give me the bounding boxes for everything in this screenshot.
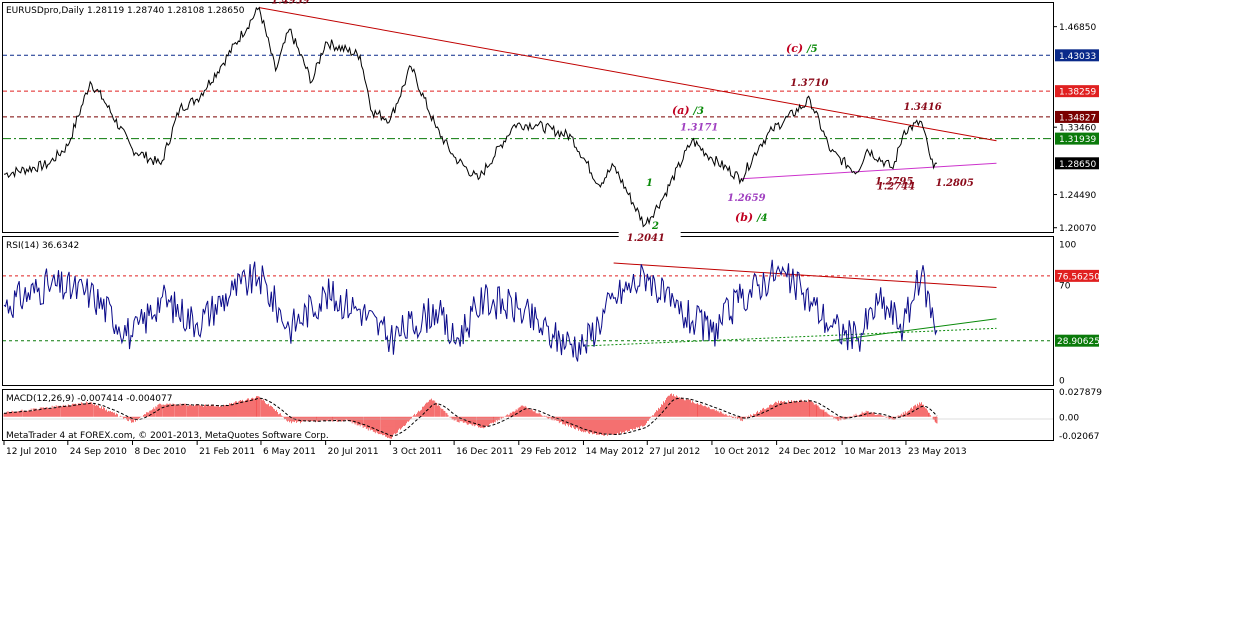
- rsi-trendline: [613, 262, 997, 289]
- time-label: 12 Jul 2010: [6, 447, 57, 457]
- wave-labels: 1 2 (a) /3 (b) /4 (c) /5: [646, 42, 818, 232]
- price-annotation: 1.2744: [877, 181, 915, 192]
- watermark-text: MetaTrader 4 at FOREX.com, © 2001-2013, …: [6, 431, 329, 441]
- rsi-level-box: [1055, 269, 1099, 282]
- rsi-panel-title: RSI(14) 36.6342: [6, 241, 79, 251]
- price-mark-label: 1.28650: [1059, 160, 1096, 170]
- price-tick-label: 1.24490: [1059, 191, 1096, 201]
- price-annotation: 1.2659: [727, 193, 765, 204]
- price-mark-box: [1055, 132, 1099, 145]
- rsi-trendline: [830, 318, 997, 342]
- price-mark-box: [1055, 85, 1099, 98]
- rsi-tick-label: 70: [1059, 281, 1071, 291]
- wave-label: (a) /3: [672, 104, 704, 117]
- price-annotation: 1.3710: [790, 78, 828, 89]
- price-panel-frame: [2, 2, 1054, 233]
- rsi-tick-label: 0: [1059, 377, 1065, 387]
- rsi-level-marks: 76.56250 28.90625: [1055, 269, 1100, 347]
- time-label: 29 Feb 2012: [521, 447, 577, 457]
- price-panel-title: EURUSDpro,Daily 1.28119 1.28740 1.28108 …: [6, 6, 245, 16]
- price-mark-box: [1055, 157, 1099, 170]
- macd-tick-label: 0.00: [1059, 413, 1079, 423]
- rsi-level-box: [1055, 334, 1099, 347]
- price-annotation: 1.3416: [903, 102, 941, 113]
- wave-label: 1: [646, 178, 653, 189]
- price-annotation: 1.2041: [627, 233, 665, 244]
- price-mark-label: 1.34827: [1059, 113, 1096, 123]
- price-trendline: [259, 7, 997, 142]
- time-label: 23 May 2013: [908, 447, 967, 457]
- rsi-level-label: 76.56250: [1057, 272, 1100, 282]
- wave-label: (b) /4: [735, 211, 768, 224]
- rsi-series-line: [3, 259, 938, 362]
- time-label: 3 Oct 2011: [392, 447, 442, 457]
- time-label: 20 Jul 2011: [328, 447, 379, 457]
- wave-label: (c) /5: [786, 42, 818, 55]
- time-label: 8 Dec 2010: [134, 447, 186, 457]
- rsi-trendlines: [583, 262, 997, 347]
- price-level-lines: [3, 54, 1053, 140]
- rsi-support-dashed: [583, 327, 997, 347]
- price-tick-label: 1.20070: [1059, 224, 1096, 234]
- time-label: 10 Oct 2012: [714, 447, 770, 457]
- time-label: 10 Mar 2013: [844, 447, 901, 457]
- wave-label: 2: [651, 221, 659, 232]
- macd-panel-title: MACD(12,26,9) -0.007414 -0.004077: [6, 394, 172, 404]
- time-label: 21 Feb 2011: [199, 447, 255, 457]
- time-label: 24 Dec 2012: [779, 447, 837, 457]
- price-annotation: 1.2805: [936, 178, 974, 189]
- price-trendlines: [259, 7, 997, 180]
- time-label: 6 May 2011: [263, 447, 316, 457]
- price-axis: 1.46850 1.33460 1.24490 1.20070: [1053, 23, 1096, 234]
- time-axis: 12 Jul 2010 24 Sep 2010 8 Dec 2010 21 Feb 2…: [3, 440, 967, 457]
- time-label: 27 Jul 2012: [649, 447, 700, 457]
- chart-root: 1.46850 1.33460 1.24490 1.20070 1.43033 1.38…: [0, 0, 1257, 460]
- price-tick-label: 1.46850: [1059, 23, 1096, 33]
- macd-axis: 0.027879 0.00 -0.02067: [1059, 388, 1102, 442]
- price-mark-box: [1055, 110, 1099, 123]
- rsi-panel-frame: [2, 236, 1054, 386]
- rsi-tick-label: 100: [1059, 241, 1076, 251]
- time-label: 16 Dec 2011: [456, 447, 514, 457]
- time-label: 14 May 2012: [585, 447, 644, 457]
- price-marks: 1.43033 1.38259 1.34827 1.31939 1.28650: [1055, 49, 1099, 170]
- price-annotation: 1.4939: [271, 0, 309, 7]
- price-annotation: 1.3171: [680, 122, 718, 133]
- trading-chart[interactable]: 1.46850 1.33460 1.24490 1.20070 1.43033 1.38…: [0, 0, 1257, 460]
- rsi-level-lines: [3, 275, 1053, 342]
- price-mark-label: 1.38259: [1059, 88, 1096, 98]
- macd-histogram: [3, 393, 938, 439]
- price-trendline: [741, 162, 997, 180]
- price-annotations: 1.4939 1.2041 1.3171 1.2659 1.3710 1.27441.27…: [271, 0, 974, 244]
- price-annotation: 1.2795: [875, 177, 913, 188]
- price-series-line: [3, 6, 938, 228]
- rsi-level-label: 28.90625: [1057, 337, 1100, 347]
- rsi-axis: 100 70 0: [1059, 241, 1076, 387]
- price-mark-box: [1055, 49, 1099, 62]
- macd-tick-label: 0.027879: [1059, 388, 1102, 398]
- price-tick-label: 1.33460: [1059, 124, 1096, 134]
- price-mark-label: 1.43033: [1059, 52, 1096, 62]
- annotation-bg: [618, 230, 681, 244]
- time-label: 24 Sep 2010: [70, 447, 127, 457]
- macd-tick-label: -0.02067: [1059, 432, 1099, 442]
- price-mark-label: 1.31939: [1059, 135, 1096, 145]
